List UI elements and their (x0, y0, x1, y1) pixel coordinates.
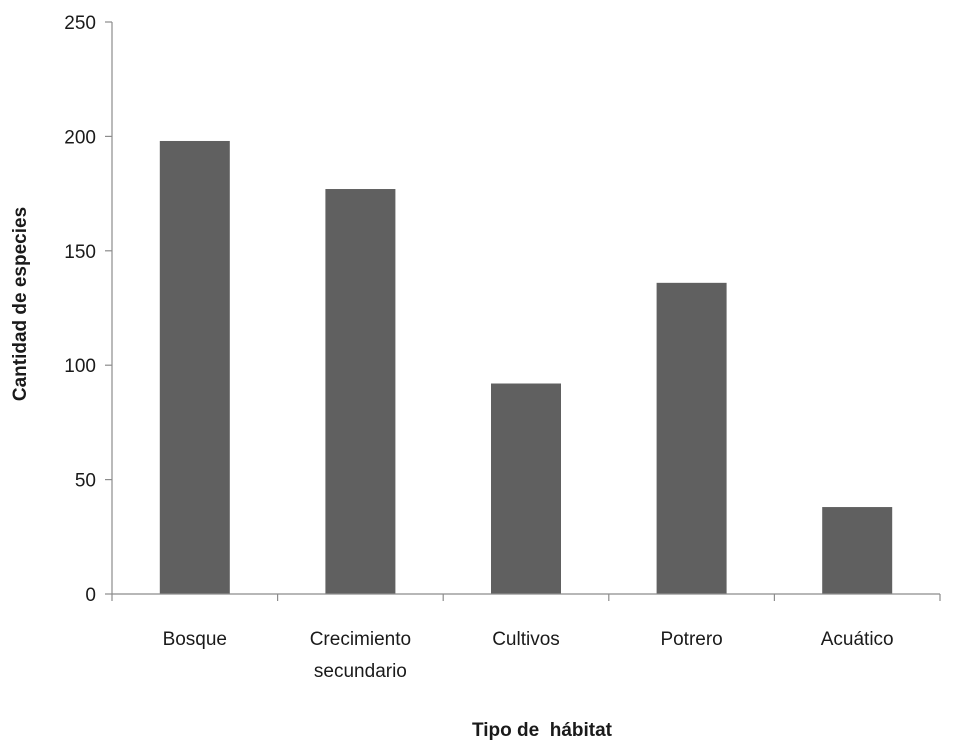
y-tick-label: 150 (64, 242, 96, 263)
x-tick-label: Cultivos (492, 629, 560, 650)
y-axis-ticks: 0 50 100 150 200 250 (64, 13, 112, 606)
y-tick-label: 100 (64, 356, 96, 377)
bar (491, 383, 561, 594)
x-tick-label-line: Potrero (660, 629, 722, 650)
x-tick-label: Potrero (660, 629, 722, 650)
bars (159, 140, 893, 595)
x-tick-label-line: Cultivos (492, 629, 560, 650)
y-tick-label: 0 (85, 585, 96, 606)
x-axis-ticks (111, 594, 941, 601)
x-axis-title: Tipo de hábitat (472, 720, 613, 741)
x-tick-label-line: Bosque (163, 629, 227, 650)
bar (822, 507, 893, 594)
x-axis-tick-labels: Bosque Crecimiento secundario Cultivos Potre… (163, 629, 894, 682)
x-tick-label-line: secundario (314, 661, 407, 682)
x-tick-label: Crecimiento secundario (310, 629, 411, 682)
x-tick-label: Bosque (163, 629, 227, 650)
x-tick-label-line: Crecimiento (310, 629, 411, 650)
bar (159, 140, 230, 594)
y-axis-title: Cantidad de especies (10, 207, 31, 401)
x-tick-label-line: Acuático (821, 629, 894, 650)
y-tick-label: 50 (75, 471, 96, 492)
y-tick-label: 250 (64, 13, 96, 34)
bar (656, 282, 727, 594)
bar (325, 189, 396, 595)
x-tick-label: Acuático (821, 629, 894, 650)
y-tick-label: 200 (64, 127, 96, 148)
